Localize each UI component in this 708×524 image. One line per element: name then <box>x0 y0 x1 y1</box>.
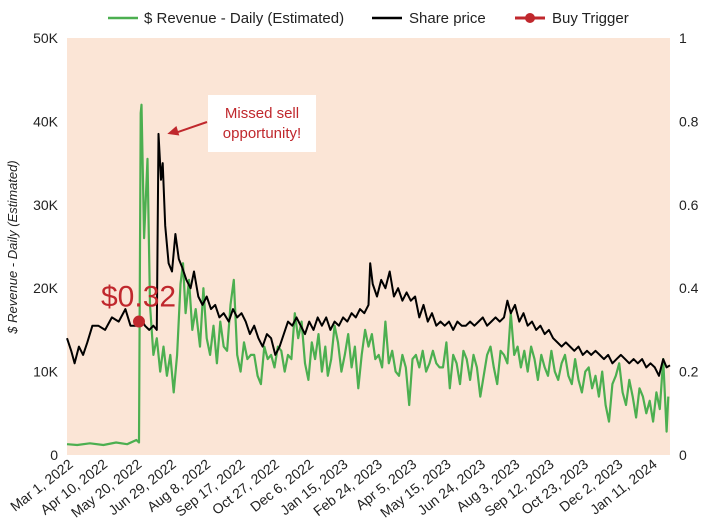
legend-revenue-label: $ Revenue - Daily (Estimated) <box>144 10 344 27</box>
missed-sell-annotation: Missed sell opportunity! <box>167 95 316 152</box>
legend: $ Revenue - Daily (Estimated) Share pric… <box>108 10 629 27</box>
annotation-line-2: opportunity! <box>223 125 301 142</box>
legend-share-price-label: Share price <box>409 10 486 27</box>
right-tick-label: 1 <box>679 30 687 46</box>
right-tick-label: 0 <box>679 447 687 463</box>
left-tick-label: 30K <box>33 197 59 213</box>
series-layer <box>66 103 671 447</box>
buy-price-label: $0.32 <box>101 281 176 314</box>
legend-buy-trigger-label: Buy Trigger <box>552 10 629 27</box>
left-tick-label: 50K <box>33 30 59 46</box>
left-tick-label: 20K <box>33 280 59 296</box>
revenue-series-line <box>66 103 670 447</box>
annotation-arrow <box>174 121 208 134</box>
y-axis-label: $ Revenue - Daily (Estimated) <box>5 160 20 334</box>
left-axis-ticks: 0 10K 20K 30K 40K 50K <box>33 30 59 463</box>
right-tick-label: 0.2 <box>679 364 699 380</box>
annotation-arrow-head <box>167 125 180 136</box>
annotation-line-1: Missed sell <box>225 105 299 122</box>
left-tick-label: 0 <box>50 447 58 463</box>
annotation-box <box>208 95 316 152</box>
legend-buy-trigger-marker <box>525 13 535 23</box>
buy-trigger-point <box>132 315 145 328</box>
left-tick-label: 10K <box>33 364 59 380</box>
right-tick-label: 0.4 <box>679 280 699 296</box>
share-price-series-line <box>66 132 671 377</box>
right-axis-ticks: 0 0.2 0.4 0.6 0.8 1 <box>679 30 699 463</box>
left-tick-label: 40K <box>33 113 59 129</box>
right-tick-label: 0.8 <box>679 113 699 129</box>
right-tick-label: 0.6 <box>679 197 699 213</box>
